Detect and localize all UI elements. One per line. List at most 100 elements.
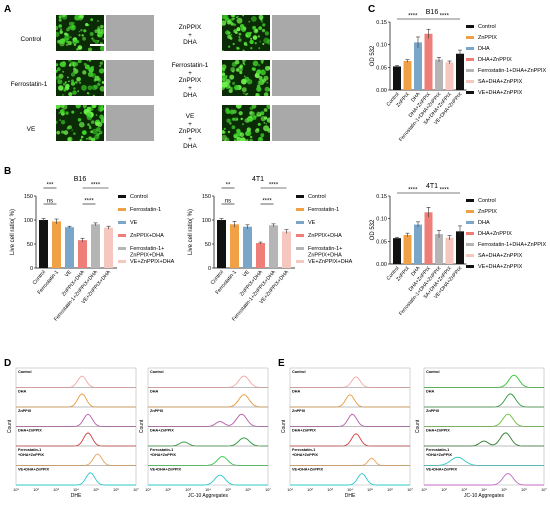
x-tick-label: 10⁶ [521,488,527,492]
legend-label: VE+ZnPPIX+DHA [130,259,175,265]
fluo-cell [58,16,62,19]
x-axis-label: DHE [345,493,356,499]
histogram-row-frame [15,406,137,427]
row-label: DHA+ZnPPIX [18,429,42,433]
histogram-row-frame [289,367,411,388]
histogram-curve [424,413,544,427]
fluo-cell [229,122,232,125]
fluo-cell [67,76,69,79]
fluo-cell [86,60,89,62]
fluo-cell [94,134,100,140]
fluo-cell [222,20,227,26]
fluo-cell [234,117,239,122]
fluo-cell [85,137,88,140]
fluo-cell [59,28,63,31]
fluo-cell [62,82,66,86]
fluo-cell [72,90,77,95]
fluo-cell [256,69,262,74]
fluo-cell [97,82,101,86]
legend-label: Control [130,194,148,200]
x-tick-label: DHA [410,91,422,103]
fluo-cell [252,25,256,30]
fluo-cell [58,85,64,91]
histogram-row-frame [423,406,545,427]
fluo-cell [236,136,239,140]
fluo-cell [73,87,76,90]
legend-swatch [466,254,474,257]
fluo-cell [245,93,248,96]
y-tick-label: 0 [208,266,211,272]
bar [269,225,278,268]
fluo-cell [79,81,82,84]
bar [78,240,87,268]
histogram-row-frame [289,387,411,408]
legend-swatch [296,260,304,263]
legend-swatch [466,25,474,28]
fluo-cell [90,130,93,133]
histogram-row-frame [423,387,545,408]
fluo-cell [99,86,104,92]
x-tick-label: 10² [441,488,447,492]
fluo-cell [88,126,92,129]
label-line: + [188,69,192,77]
fluo-cell [61,15,67,18]
fluo-cell [241,123,245,126]
row-label: Control [18,370,32,374]
fluo-cell [56,25,59,31]
label-line: ZnPPIX [178,77,202,84]
fluo-cell [90,18,94,22]
label-line: ZnPPIX [178,128,202,135]
row-label: Control [292,370,306,374]
fluo-cell [91,137,96,141]
chart-b16-live-cell: B16 0 50 100 150 Live cell ratio( %) Control Fe… [10,176,175,323]
fluo-cell [254,128,260,133]
legend-label: ZnPPIX+DHA [308,233,342,239]
x-tick-label: 10⁶ [387,488,393,492]
bar [424,212,433,264]
fluo-texture [56,15,104,51]
fluo-cell [238,32,242,36]
bar [435,59,443,90]
fluo-cell [245,43,248,47]
fluo-cell [263,75,269,81]
fluo-cell [85,23,89,27]
bar [445,237,454,264]
fluo-cell [59,105,63,107]
row-label-right-2: Ferrostatin-1 + ZnPPIX + DHA [160,62,220,100]
bar [65,227,74,268]
fluo-cell [263,108,268,112]
legend-label: Control [308,194,326,200]
fluo-cell [70,36,72,39]
label-line: DHA [183,92,197,99]
fluo-cell [83,107,86,110]
x-tick-label: 10³ [53,488,59,492]
histogram-row-frame [423,367,545,388]
y-tick-label: 0.15 [376,194,387,200]
fluo-cell [227,130,231,134]
legend-label: VE+DHA+ZnPPIX [478,90,523,96]
x-tick-label: 10² [33,488,39,492]
brightfield-image [272,15,320,51]
row-label: DHA [18,390,26,394]
histogram-row-frame [147,367,269,388]
fluo-cell [266,81,269,84]
fluo-cell [62,105,68,110]
row-label: VE+DHA+ZnPPIX [18,468,49,472]
fluo-cell [97,34,100,37]
fluo-cell [246,127,251,132]
fluo-cell [253,115,257,119]
fluo-cell [70,61,75,67]
fluo-cell [225,78,231,85]
fluo-cell [68,92,73,96]
fluo-cell [241,78,247,85]
fluo-cell [249,39,254,45]
fluo-cell [254,42,257,45]
flow-e-jc10: Count Control DHA ZnPPIX DHA+ZnPPIX Ferrostat… [415,367,547,499]
fluo-cell [100,105,104,107]
fluo-cell [91,84,98,91]
x-tick-label: DHA [410,265,422,277]
bar [52,221,61,268]
fluo-cell [97,26,100,29]
fluo-cell [242,26,247,30]
row-label-ve: VE [26,126,36,133]
